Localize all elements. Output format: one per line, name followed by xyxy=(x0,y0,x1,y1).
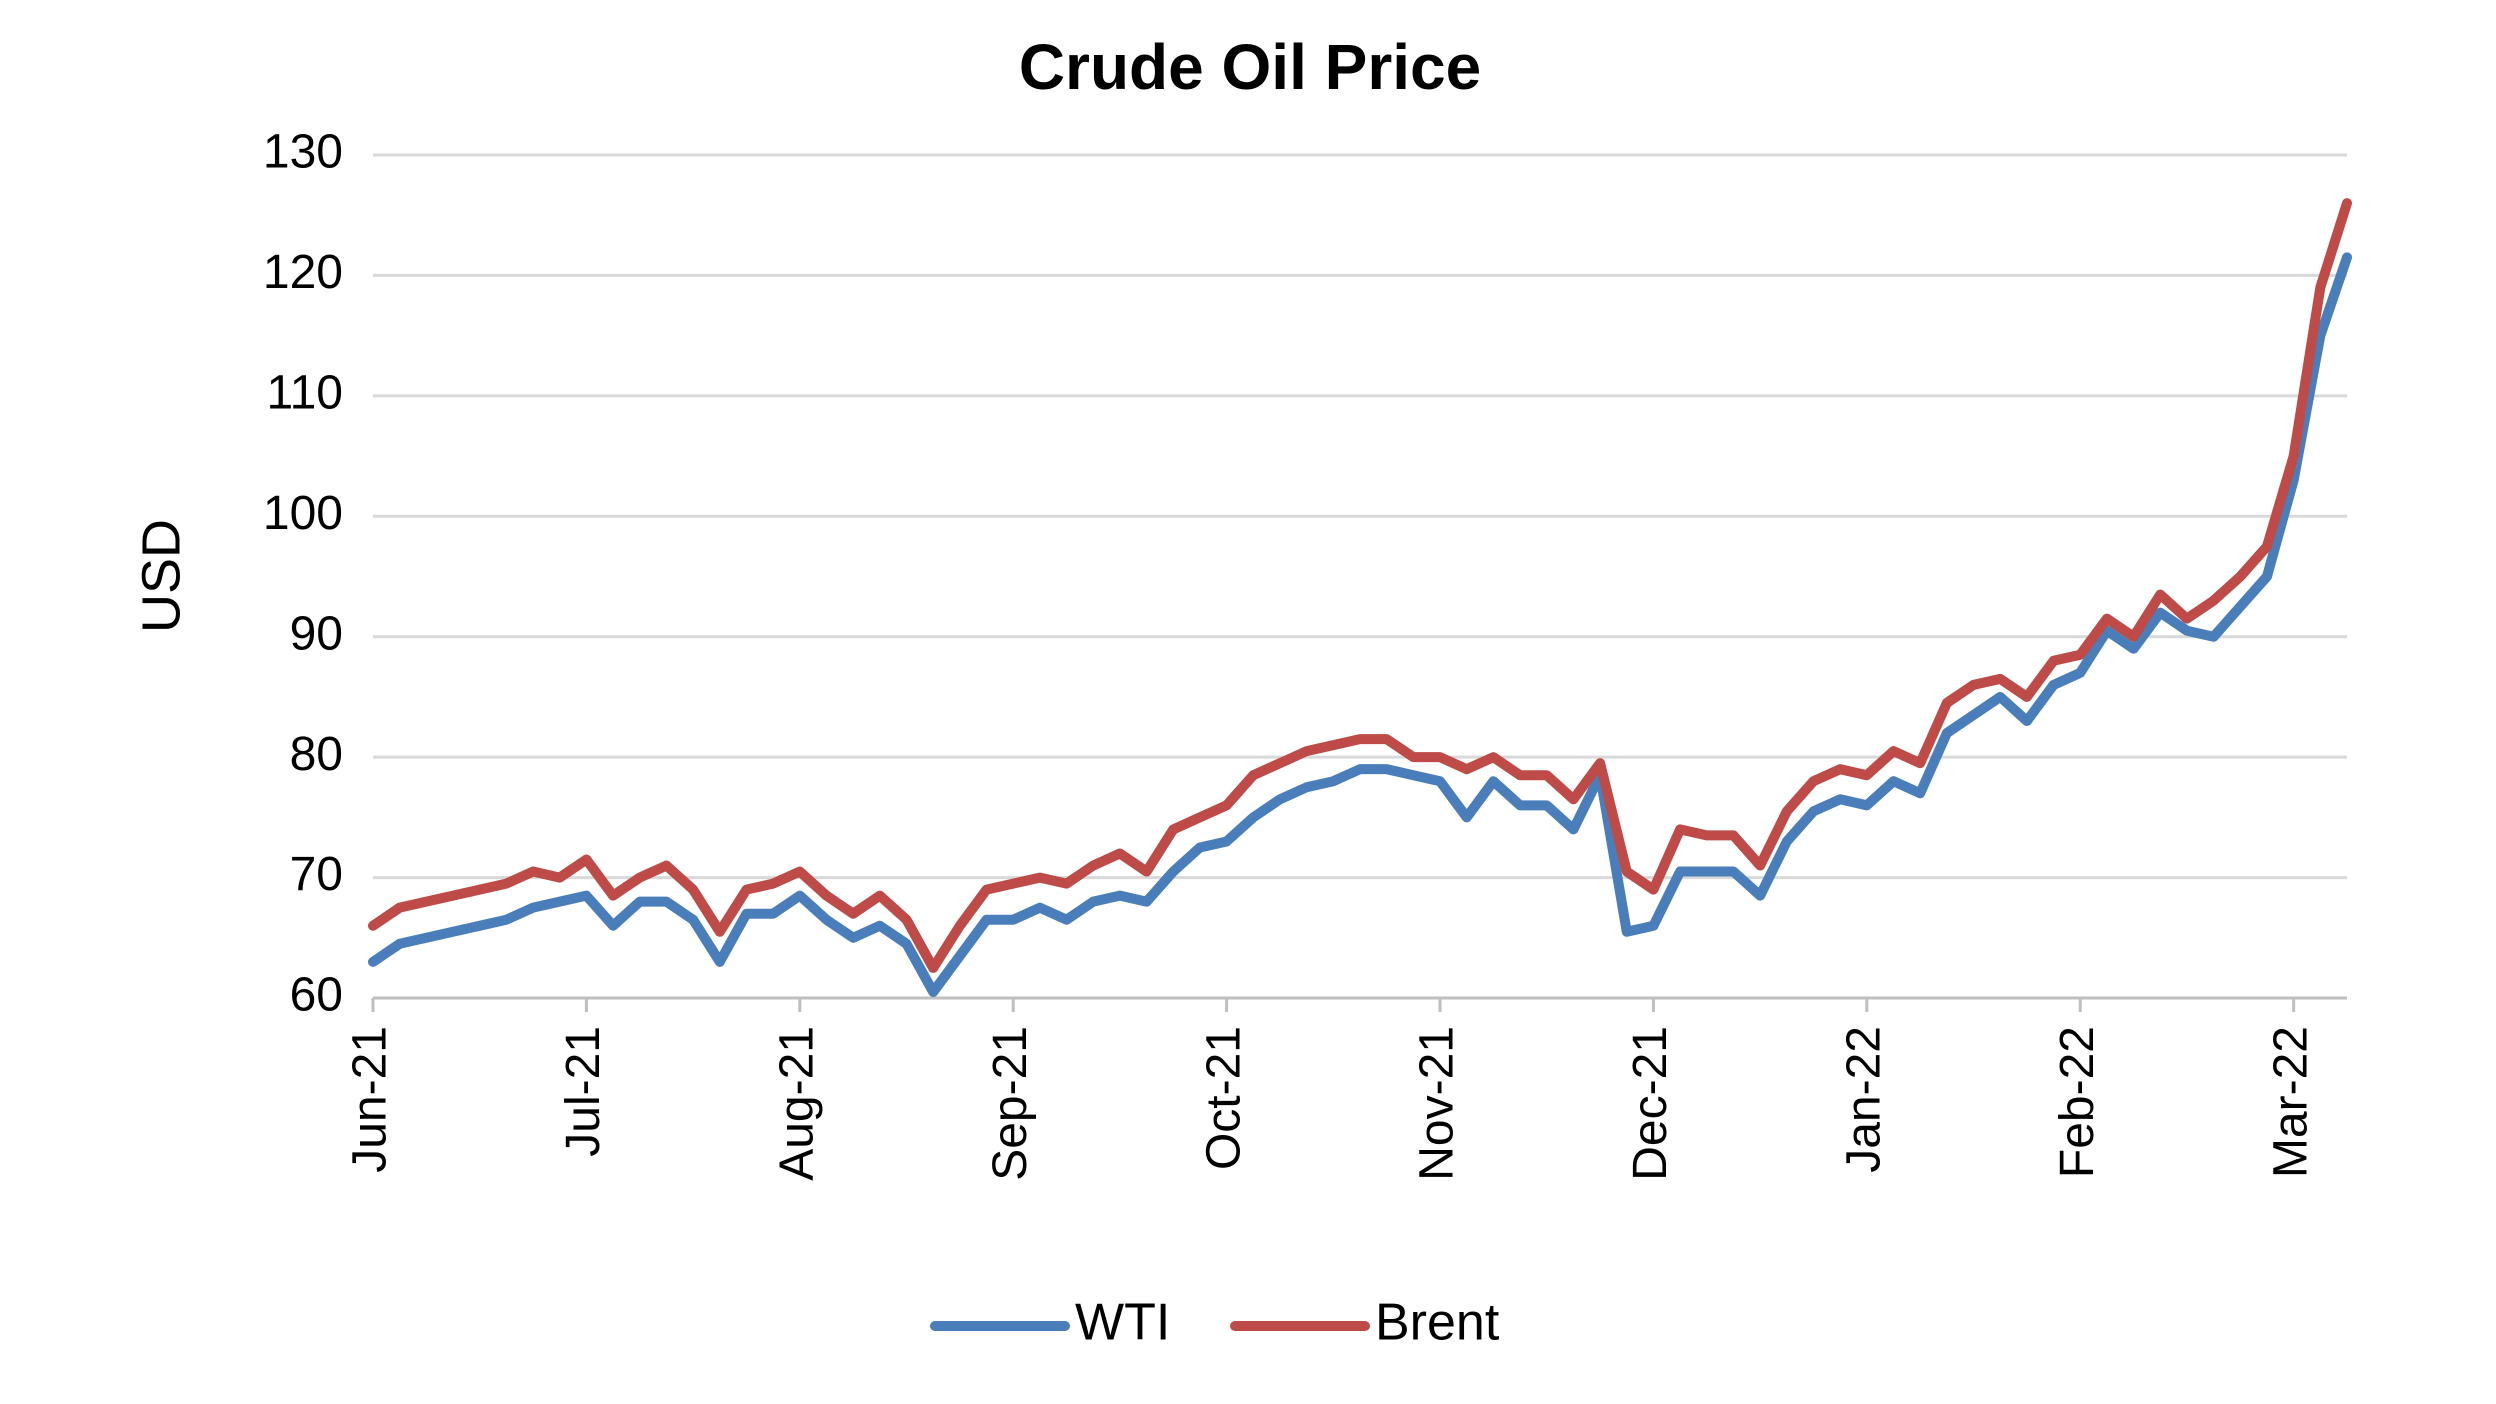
x-tick-label: Dec-21 xyxy=(1624,1026,1677,1181)
y-axis-label: USD xyxy=(131,519,191,633)
y-tick-label: 130 xyxy=(263,126,343,179)
x-tick-label: Aug-21 xyxy=(770,1026,823,1181)
x-tick-label: Nov-21 xyxy=(1411,1026,1464,1181)
legend-label: Brent xyxy=(1375,1294,1500,1352)
y-tick-label: 70 xyxy=(290,848,343,901)
x-tick-label: Feb-22 xyxy=(2051,1026,2104,1178)
legend-label: WTI xyxy=(1075,1294,1170,1352)
x-tick-label: Mar-22 xyxy=(2264,1026,2317,1178)
y-tick-label: 80 xyxy=(290,728,343,781)
chart-title: Crude Oil Price xyxy=(1019,31,1481,103)
y-tick-label: 120 xyxy=(263,246,343,299)
x-tick-label: Sep-21 xyxy=(984,1026,1037,1181)
x-tick-label: Jun-21 xyxy=(344,1026,397,1173)
y-tick-label: 110 xyxy=(266,367,343,420)
line-series xyxy=(368,252,2352,997)
x-tick-label: Jan-22 xyxy=(1838,1026,1891,1173)
y-tick-label: 100 xyxy=(263,487,343,540)
y-tick-label: 60 xyxy=(290,969,343,1022)
x-tick-label: Oct-21 xyxy=(1197,1026,1250,1170)
y-tick-label: 90 xyxy=(290,607,343,660)
line-series xyxy=(368,198,2352,973)
x-tick-label: Jul-21 xyxy=(557,1026,610,1157)
